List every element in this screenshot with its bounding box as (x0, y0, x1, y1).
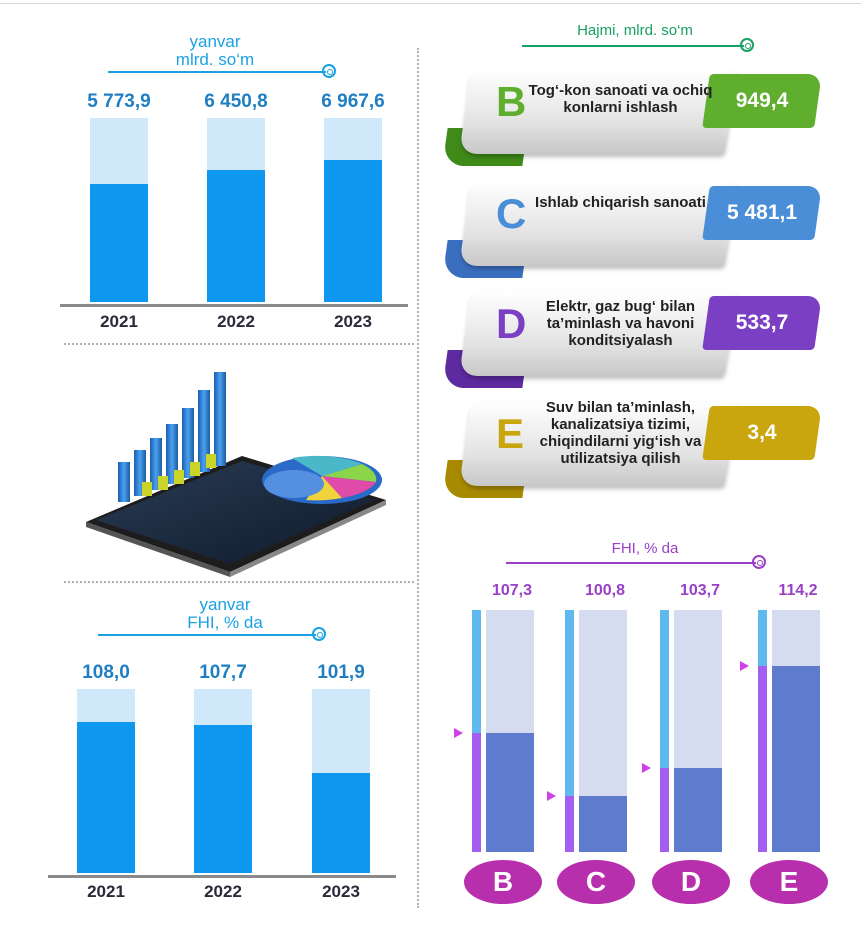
fhi-right-indicator-D (660, 610, 669, 852)
sectors-title: Hajmi, mlrd. so‘m (577, 22, 693, 39)
fhi-right-category-B: B (464, 860, 542, 904)
fhi-right-title-ring-icon (752, 555, 766, 569)
volume-chart-title-1: yanvar (189, 32, 241, 51)
volume-chart-title-2: mlrd. so‘m (175, 50, 255, 69)
fhi-left-bar-fill-2021 (77, 722, 135, 873)
volume-title-ring-icon (322, 64, 336, 78)
fhi-left-bar-2023 (312, 689, 370, 873)
sector-value-box-C: 5 481,1 (702, 186, 822, 240)
fhi-right-value-label: 100,8 (584, 582, 626, 599)
volume-bar-fill-2023 (324, 160, 382, 302)
volume-bar-2021 (90, 118, 148, 302)
fhi-right-bar-E (772, 610, 820, 852)
sector-text-D: Elektr, gaz bug‘ bilan ta’minlash va hav… (545, 298, 696, 349)
volume-value-label: 6 967,6 (321, 91, 385, 112)
fhi-right-marker-icon (547, 791, 556, 801)
volume-year-label: 2021 (100, 312, 138, 331)
sectors-title-ring-icon (740, 38, 754, 52)
fhi-right-indicator-fill-D (660, 768, 669, 852)
fhi-right-bar-B (486, 610, 534, 852)
fhi-right-indicator-fill-C (565, 796, 574, 852)
fhi-right-value-label: 103,7 (679, 582, 721, 599)
volume-bar-2023 (324, 118, 382, 302)
fhi-right-indicator-B (472, 610, 481, 852)
fhi-right-title-line (506, 562, 756, 564)
fhi-right-marker-icon (740, 661, 749, 671)
fhi-right-marker-icon (642, 763, 651, 773)
fhi-right-bar-C (579, 610, 627, 852)
sector-letter-B: B (496, 78, 527, 125)
sector-text-B: Tog‘-kon sanoati va ochiq konlarni ishla… (528, 82, 713, 116)
top-divider (0, 3, 861, 4)
fhi-left-bar-2021 (77, 689, 135, 873)
fhi-left-title-2: FHI, % da (187, 613, 263, 632)
fhi-left-title-ring-icon (312, 627, 326, 641)
fhi-left-bar-2022 (194, 689, 252, 873)
fhi-left-year-label: 2023 (322, 882, 360, 901)
sector-value-box-B: 949,4 (702, 74, 822, 128)
fhi-left-year-label: 2021 (87, 882, 125, 901)
fhi-right-indicator-fill-B (472, 733, 481, 852)
sector-value-C: 5 481,1 (726, 201, 798, 224)
vertical-divider (417, 48, 419, 908)
horizontal-divider-2 (64, 581, 414, 583)
fhi-right-category-D: D (652, 860, 730, 904)
fhi-right-indicator-C (565, 610, 574, 852)
volume-bar-fill-2021 (90, 184, 148, 302)
horizontal-divider-1 (64, 343, 414, 345)
fhi-left-value-label: 101,9 (317, 662, 365, 683)
sector-letter-D: D (496, 300, 527, 347)
volume-value-label: 6 450,8 (204, 91, 268, 112)
volume-year-label: 2022 (217, 312, 255, 331)
fhi-right-title: FHI, % da (611, 540, 679, 557)
sector-text-E: Suv bilan ta’minlash, kanalizatsiya tizi… (539, 399, 702, 467)
fhi-left-bar-fill-2022 (194, 725, 252, 873)
sector-value-box-E: 3,4 (702, 406, 822, 460)
sector-text-C: Ishlab chiqarish sanoati (535, 194, 706, 211)
volume-axis (60, 304, 408, 307)
fhi-right-marker-icon (454, 728, 463, 738)
fhi-left-axis (48, 875, 396, 878)
sector-value-E: 3,4 (747, 421, 777, 444)
fhi-left-year-label: 2022 (204, 882, 242, 901)
fhi-left-bar-fill-2023 (312, 773, 370, 873)
fhi-right-indicator-E (758, 610, 767, 852)
sector-value-D: 533,7 (735, 311, 789, 334)
fhi-right-bar-fill-D (674, 768, 722, 852)
volume-title-line (108, 71, 326, 73)
volume-year-label: 2023 (334, 312, 372, 331)
fhi-right-bar-fill-C (579, 796, 627, 852)
fhi-right-category-E: E (750, 860, 828, 904)
fhi-right-value-label: 107,3 (491, 582, 533, 599)
fhi-right-category-C: C (557, 860, 635, 904)
sector-letter-E: E (496, 410, 525, 457)
fhi-right-value-label: 114,2 (778, 582, 818, 599)
sectors-title-line (522, 45, 744, 47)
fhi-left-title-line (98, 634, 316, 636)
volume-bar-fill-2022 (207, 170, 265, 302)
sector-value-box-D: 533,7 (702, 296, 822, 350)
tablet-charts-illustration (86, 372, 386, 577)
fhi-right-bar-D (674, 610, 722, 852)
fhi-left-value-label: 108,0 (82, 662, 130, 683)
fhi-left-title-1: yanvar (199, 595, 251, 614)
sector-value-B: 949,4 (735, 89, 789, 112)
volume-bar-2022 (207, 118, 265, 302)
fhi-left-value-label: 107,7 (199, 662, 247, 683)
fhi-right-indicator-fill-E (758, 666, 767, 852)
fhi-right-bar-fill-B (486, 733, 534, 852)
sector-letter-C: C (496, 190, 527, 237)
fhi-right-bar-fill-E (772, 666, 820, 852)
volume-value-label: 5 773,9 (87, 91, 151, 112)
